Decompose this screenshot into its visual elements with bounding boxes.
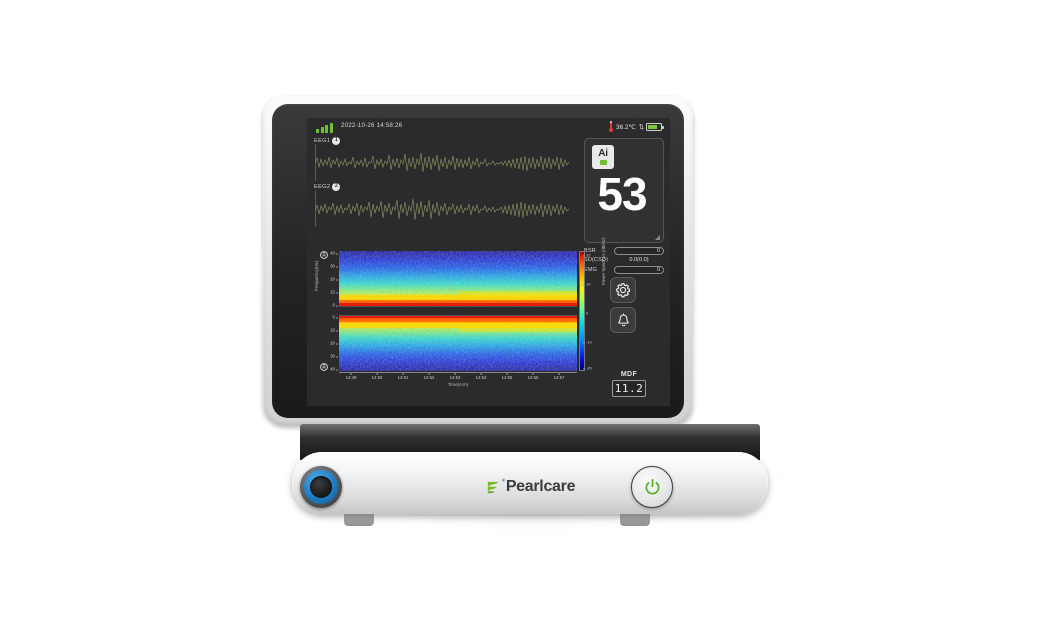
param-name-bsr: BSR (584, 247, 596, 254)
cbar-tick-3: -10 (583, 340, 592, 345)
ytick-bot-10: 10 (330, 328, 338, 333)
spectrogram-xaxis (339, 372, 577, 373)
spectrogram-colorbar (579, 251, 585, 371)
device-base (292, 452, 768, 514)
spectrogram-xticks: 14:49 14:50 14:51 14:52 14:53 14:54 14:5… (339, 373, 577, 383)
xtick-3: 14:52 (423, 373, 435, 380)
xtick-1: 14:50 (371, 373, 383, 380)
thermometer-icon (609, 121, 614, 132)
ytick-bot-20: 20 (330, 341, 338, 346)
param-value-emg: 0 (657, 267, 660, 273)
ytick-top-40: 40 (330, 251, 338, 256)
bell-icon (617, 313, 629, 326)
xtick-5: 14:54 (475, 373, 487, 380)
spectrogram-channel-2 (339, 316, 577, 371)
spectrogram-xlabel: Time(s:m) (447, 382, 469, 387)
xtick-2: 14:51 (397, 373, 409, 380)
spectrogram-colorbar-group: 20 10 0 -10 -20 Power Spectrum (dB/Hz) (579, 237, 609, 373)
eeg2-label: EEG2 (314, 184, 331, 190)
power-icon (645, 478, 659, 494)
spectrogram-yaxis: 40 30 20 10 0 0 10 20 30 40 (323, 251, 338, 372)
spectrogram-divider-top (339, 306, 577, 307)
eeg1-label-group: EEG1 1 (314, 137, 341, 145)
eeg-channel-1: EEG1 1 (313, 137, 571, 183)
param-row-sdcsd[interactable]: SD(CSD) 0.0(0.0) (584, 256, 664, 266)
device-foot-right (620, 512, 650, 526)
eeg1-trace (315, 152, 569, 173)
param-value-sdcsd: 0.0(0.0) (629, 257, 649, 264)
mdf-panel: MDF 11.2 (607, 371, 651, 397)
eeg-channel-2: EEG2 2 (313, 183, 571, 229)
battery-icon (646, 122, 664, 131)
cbar-tick-2: 0 (583, 311, 588, 316)
param-row-emg[interactable]: EMG 0 (584, 265, 664, 275)
parameter-list: BSR 0 SD(CSD) 0.0(0.0) EMG 0 (584, 246, 664, 275)
spectrogram-channel-1 (339, 251, 577, 306)
colorbar-ticks: 20 10 0 -10 -20 (583, 251, 596, 371)
eeg1-label: EEG1 (314, 138, 331, 144)
alarm-button[interactable] (610, 307, 636, 333)
xtick-6: 14:55 (501, 373, 513, 380)
xtick-4: 14:53 (449, 373, 461, 380)
mdf-value: 11.2 (614, 382, 644, 395)
leaf-logo-icon: ® (485, 477, 506, 496)
cbar-tick-0: 20 (583, 253, 590, 258)
status-datetime: 2022-10-26 14:58:26 (341, 122, 403, 129)
colorbar-label: Power Spectrum (dB/Hz) (601, 237, 606, 285)
ai-badge-indicator (599, 160, 607, 165)
xtick-7: 14:56 (527, 373, 539, 380)
ai-index-value: 53 (597, 168, 647, 220)
ytick-top-0: 0 (333, 303, 338, 308)
status-bar: 2022-10-26 14:58:26 36.2℃ ⇅ (307, 118, 670, 136)
eeg-waveform-area: EEG1 1 EEG2 2 (313, 137, 571, 231)
ai-index-icon: Ai (592, 145, 614, 169)
cbar-tick-4: -20 (583, 366, 592, 371)
ytick-top-10: 10 (330, 290, 338, 295)
eeg1-lead-badge: 1 (332, 137, 341, 145)
sensor-port-icon[interactable] (300, 466, 342, 508)
ytick-top-20: 20 (330, 277, 338, 282)
spectrogram-divider-bottom (339, 315, 577, 316)
power-button[interactable] (631, 466, 673, 508)
transfer-icon: ⇅ (638, 123, 644, 131)
param-name-emg: EMG (584, 266, 598, 273)
xtick-8: 14:57 (553, 373, 565, 380)
cbar-tick-1: 10 (583, 282, 590, 287)
ai-badge-label: Ai (598, 148, 608, 159)
spectrogram-lead-tag-2: 2 (320, 363, 328, 371)
sensor-port-center (310, 476, 332, 498)
param-bar-bsr: 0 (614, 247, 664, 255)
gear-icon (616, 283, 631, 298)
spectrogram-panel[interactable]: Frequency(Hz) 1 2 40 30 20 10 0 0 10 20 … (311, 237, 611, 403)
temperature-value: 36.2℃ (616, 123, 636, 131)
ytick-top-30: 30 (330, 264, 338, 269)
panel-resize-corner (655, 235, 660, 240)
spectrogram-image (339, 251, 577, 371)
mdf-label: MDF (620, 371, 638, 378)
ytick-bot-0: 0 (333, 315, 338, 320)
ai-index-panel[interactable]: Ai 53 (584, 138, 664, 243)
device-foot-left (344, 512, 374, 526)
spectrogram-ylabel: Frequency(Hz) (314, 260, 319, 291)
eeg2-label-group: EEG2 2 (314, 183, 341, 191)
xtick-0: 14:49 (345, 373, 357, 380)
param-name-sdcsd: SD(CSD) (584, 257, 609, 264)
param-value-bsr: 0 (657, 248, 660, 254)
status-right-group: 36.2℃ ⇅ (609, 121, 664, 132)
mdf-display: 11.2 (612, 380, 646, 397)
param-bar-emg: 0 (614, 266, 664, 274)
settings-button[interactable] (610, 277, 636, 303)
eeg2-trace (315, 198, 569, 221)
param-row-bsr[interactable]: BSR 0 (584, 246, 664, 256)
signal-bars-icon (316, 122, 336, 133)
spectrogram-lead-tag-1: 1 (320, 251, 328, 259)
ytick-bot-40: 40 (330, 367, 338, 372)
monitor-screen[interactable]: 2022-10-26 14:58:26 36.2℃ ⇅ EEG1 1 (307, 118, 670, 406)
ytick-bot-30: 30 (330, 354, 338, 359)
eeg2-lead-badge: 2 (332, 183, 341, 191)
brand-lockup: ® Pearlcare (0, 473, 1060, 501)
brand-name: Pearlcare (505, 478, 576, 495)
brand-registered-mark: ® (501, 477, 506, 483)
